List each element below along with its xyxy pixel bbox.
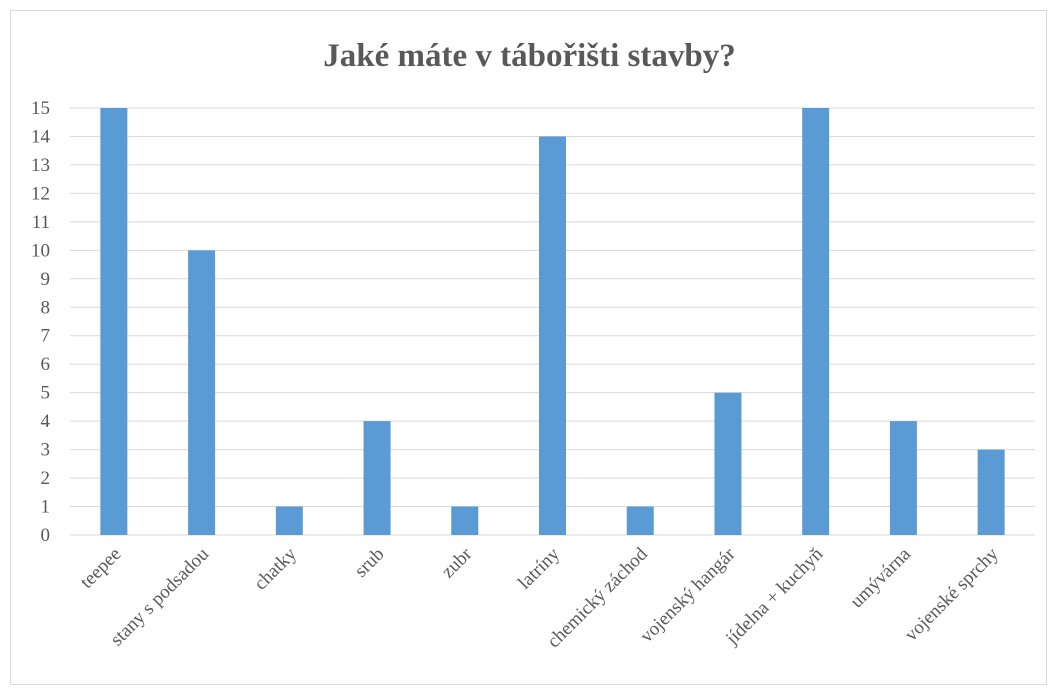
bar-8 [802,108,830,535]
y-tick-label: 2 [41,468,51,489]
bar-7 [714,392,742,535]
x-tick-label: chatky [250,543,301,594]
y-tick-label: 9 [41,269,51,290]
y-tick-label: 12 [31,183,50,204]
y-tick-label: 14 [31,126,51,147]
y-tick-label: 6 [41,354,51,375]
y-tick-label: 5 [41,383,51,404]
y-tick-label: 7 [41,326,51,347]
y-tick-label: 11 [32,212,50,233]
x-tick-label: vojenské sprchy [901,543,1003,645]
chart-title: Jaké máte v tábořišti stavby? [323,38,736,74]
chart-frame [10,10,1047,685]
bar-10 [977,449,1005,535]
y-tick-label: 4 [41,411,51,432]
bar-3 [363,421,391,535]
x-tick-label: srub [351,544,389,582]
bar-2 [275,506,303,535]
x-tick-label: umývárna [846,543,915,612]
y-tick-label: 15 [31,98,50,119]
bar-4 [451,506,479,535]
x-tick-label: zubr [438,543,477,582]
y-tick-label: 13 [31,155,50,176]
y-tick-label: 1 [41,497,51,518]
y-tick-label: 8 [41,297,51,318]
y-tick-label: 10 [31,240,50,261]
y-tick-label: 0 [41,525,51,546]
bar-6 [626,506,654,535]
bar-1 [188,250,216,536]
bars [100,108,1005,536]
x-tick-label: latríny [514,543,564,593]
bar-5 [539,136,566,535]
x-tick-label: teepee [76,544,125,593]
y-tick-label: 3 [41,440,51,461]
bar-9 [889,421,917,535]
bar-0 [100,108,128,535]
